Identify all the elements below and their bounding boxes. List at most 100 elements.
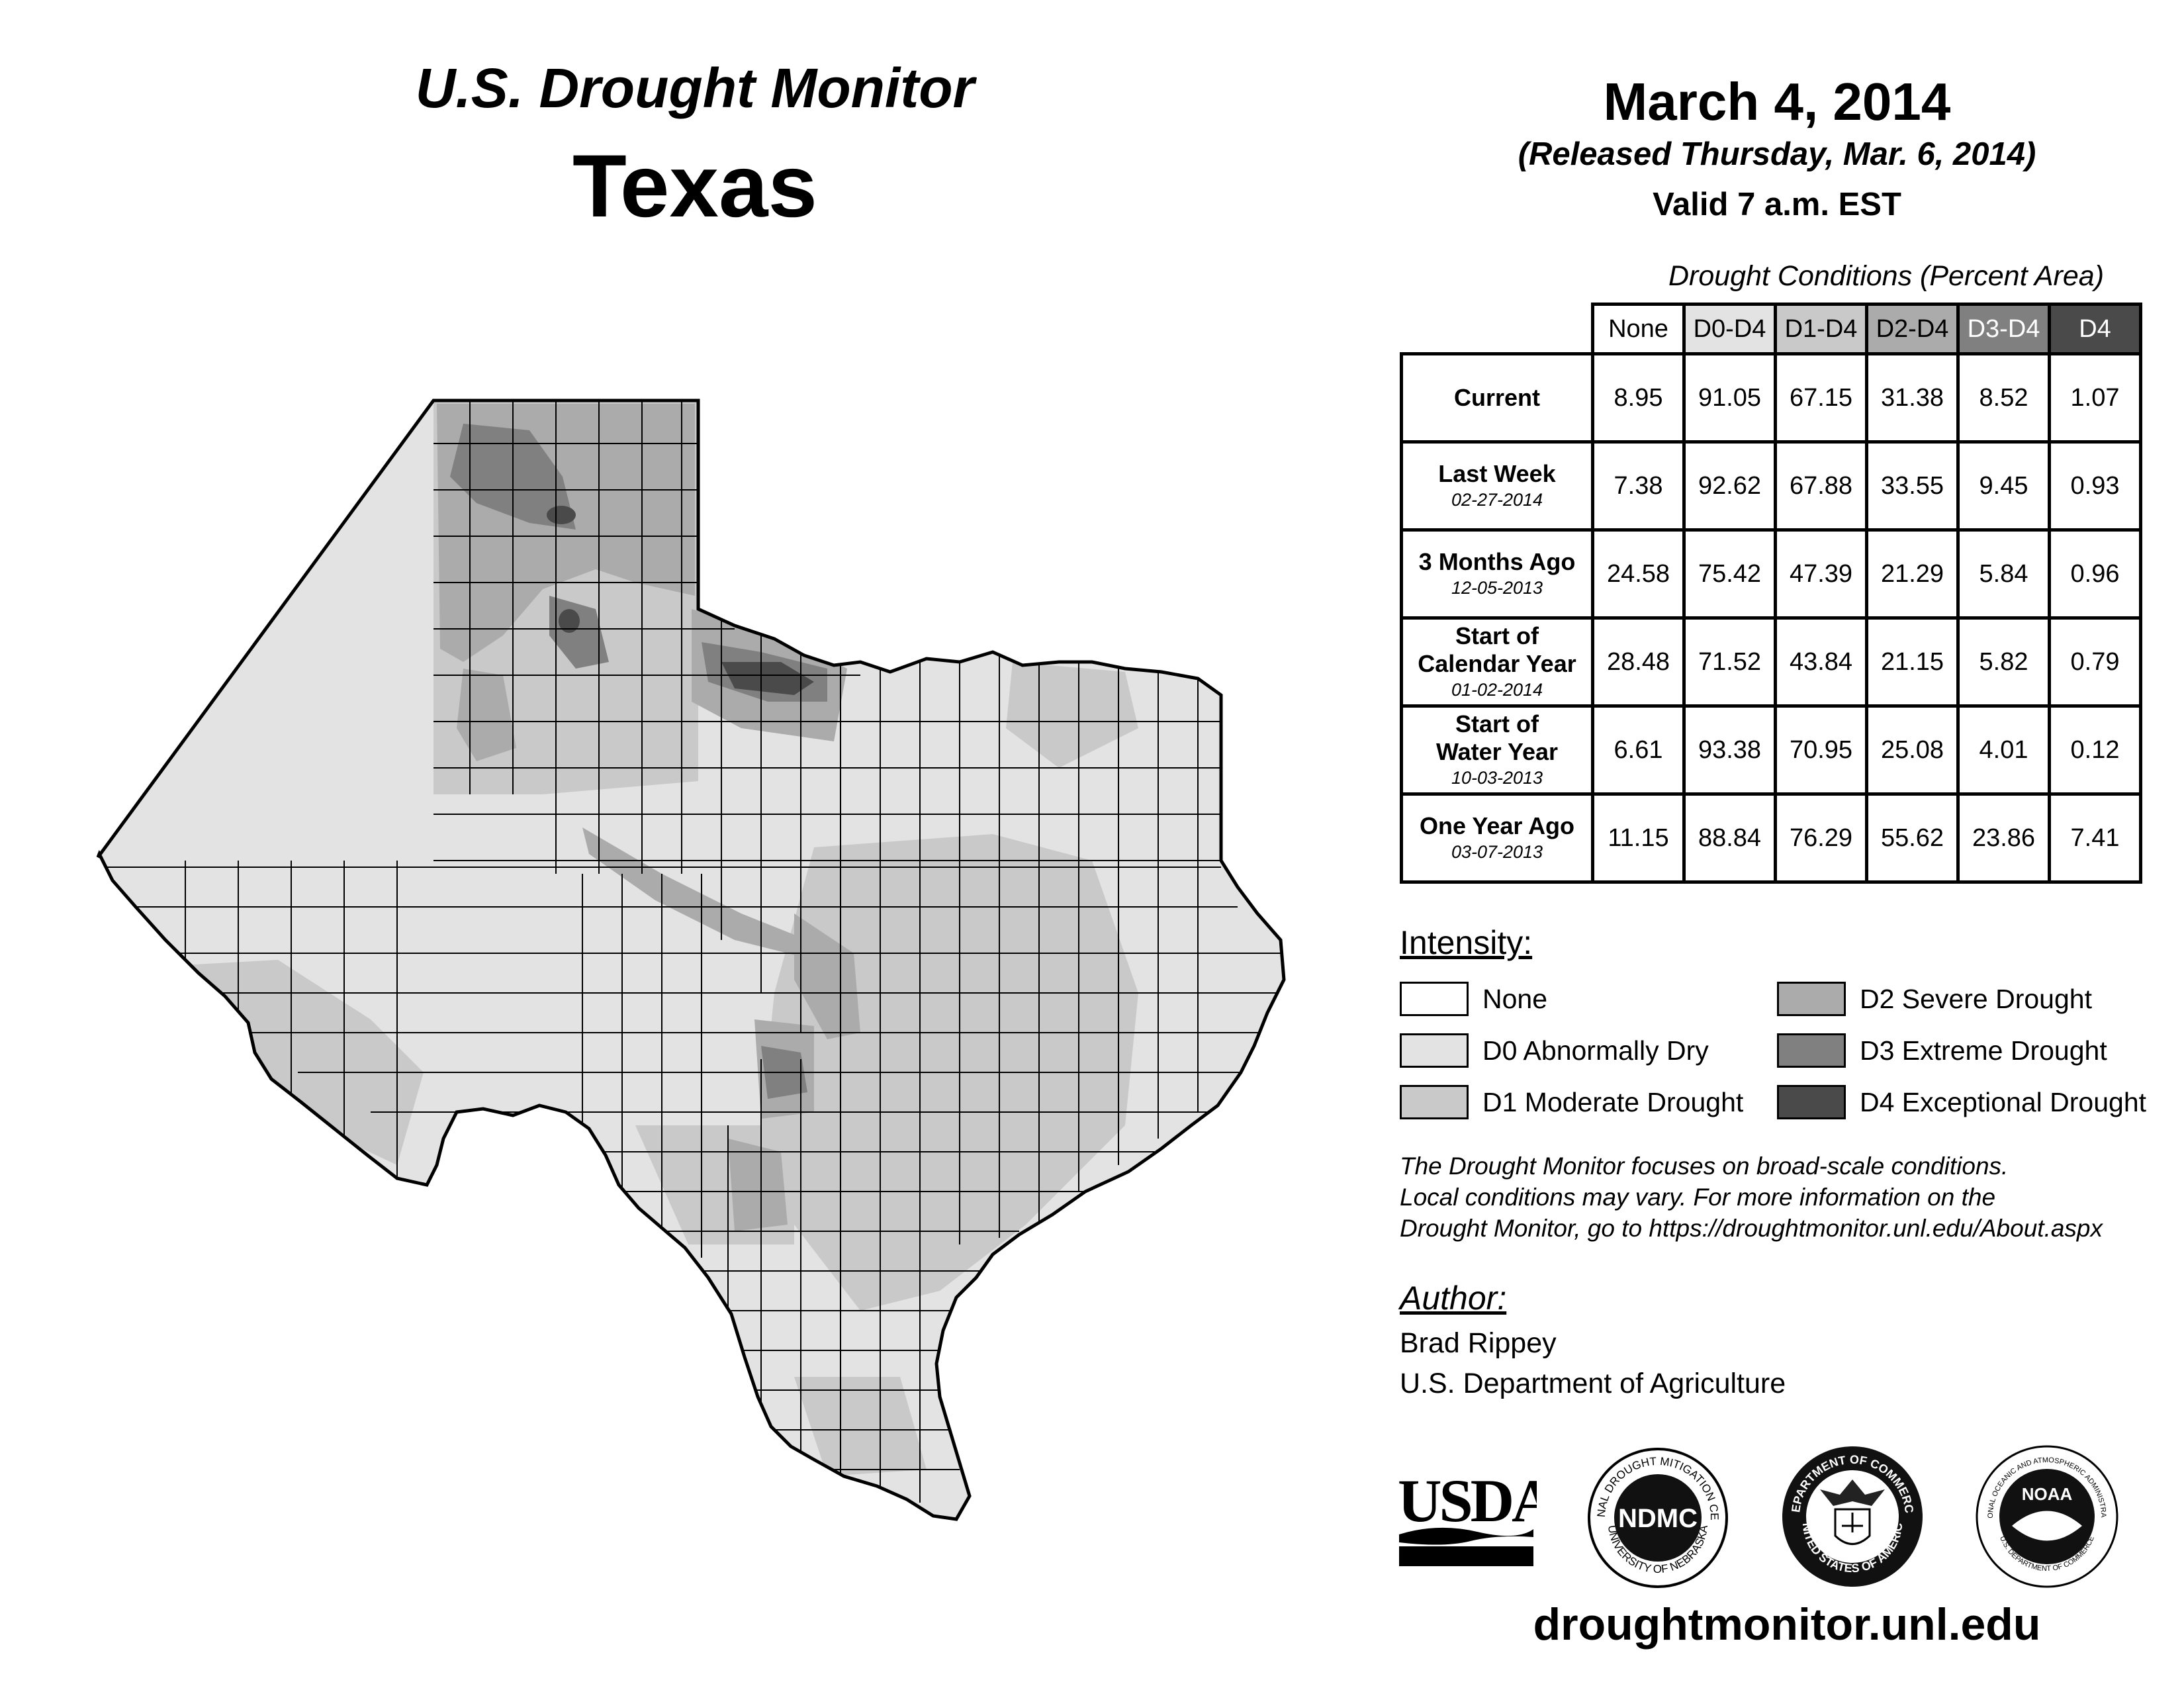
col-header-d3-d4: D3-D4 <box>1956 303 2051 355</box>
table-caption: Drought Conditions (Percent Area) <box>1668 260 2105 292</box>
row-label-date: 02-27-2014 <box>1451 490 1543 510</box>
table-corner <box>1401 304 1593 355</box>
col-header-d1-d4: D1-D4 <box>1774 303 1868 355</box>
commerce-seal-logo: DEPARTMENT OF COMMERCE UNITED STATES OF … <box>1779 1443 1923 1587</box>
legend-swatch <box>1777 1085 1846 1119</box>
table-cell: 47.39 <box>1774 528 1868 620</box>
row-label-text: 3 Months Ago <box>1418 548 1576 575</box>
eagle-icon <box>1820 1479 1885 1506</box>
table-cell: 9.45 <box>1956 440 2051 532</box>
d4-red-river-spot <box>721 662 814 695</box>
col-header-d2-d4: D2-D4 <box>1865 303 1960 355</box>
usda-logo-stripe <box>1399 1527 1533 1545</box>
table-cell: 67.15 <box>1774 352 1868 444</box>
texas-drought-map <box>96 399 1286 1521</box>
table-cell: 24.58 <box>1591 528 1686 620</box>
author-heading: Author: <box>1400 1280 1507 1317</box>
d2-south-central-area <box>728 1139 788 1231</box>
d2-south-plains-area <box>457 669 516 761</box>
table-cell: 1.07 <box>2048 352 2142 444</box>
table-cell: 55.62 <box>1865 792 1960 884</box>
ndmc-logo: NATIONAL DROUGHT MITIGATION CENTER UNIVE… <box>1585 1445 1728 1588</box>
legend-label: D0 Abnormally Dry <box>1482 1035 1709 1066</box>
row-label-text: Start of <box>1455 622 1539 649</box>
table-cell: 70.95 <box>1774 704 1868 796</box>
row-label-date: 10-03-2013 <box>1451 768 1543 788</box>
author-organization: U.S. Department of Agriculture <box>1400 1368 1786 1399</box>
table-cell: 93.38 <box>1682 704 1777 796</box>
table-cell: 11.15 <box>1591 792 1686 884</box>
legend-swatch <box>1400 1085 1469 1119</box>
row-label-date: 03-07-2013 <box>1451 842 1543 862</box>
d1-south-area <box>794 1377 927 1476</box>
table-cell: 76.29 <box>1774 792 1868 884</box>
col-header-d4: D4 <box>2048 303 2142 355</box>
row-label-text-2: Water Year <box>1435 738 1559 765</box>
drought-conditions-table: None D0-D4 D1-D4 D2-D4 D3-D4 D4 Current … <box>1400 303 2142 884</box>
noaa-logo: NATIONAL OCEANIC AND ATMOSPHERIC ADMINIS… <box>1974 1443 2118 1588</box>
row-label: Start of Water Year 10-03-2013 <box>1400 704 1594 796</box>
legend-swatch <box>1400 1033 1469 1068</box>
table-row-start-calendar-year: Start of Calendar Year 01-02-2014 28.48 71… <box>1400 616 2142 708</box>
table-row-one-year-ago: One Year Ago 03-07-2013 11.15 88.84 76.29… <box>1400 792 2142 884</box>
table-cell: 5.82 <box>1956 616 2051 708</box>
table-header-row: None D0-D4 D1-D4 D2-D4 D3-D4 D4 <box>1401 303 2142 355</box>
website-link[interactable]: droughtmonitor.unl.edu <box>1533 1599 2041 1650</box>
legend-label: D4 Exceptional Drought <box>1860 1087 2147 1117</box>
row-label: Current <box>1400 352 1594 444</box>
disclaimer-note: The Drought Monitor focuses on broad-sca… <box>1400 1152 2103 1242</box>
table-cell: 43.84 <box>1774 616 1868 708</box>
legend-swatch <box>1777 1033 1846 1068</box>
row-label-text-2: Calendar Year <box>1418 650 1576 677</box>
legend-label: None <box>1482 984 1548 1014</box>
table-cell: 88.84 <box>1682 792 1777 884</box>
map-date: March 4, 2014 <box>1603 72 1951 131</box>
legend-label: D2 Severe Drought <box>1860 984 2092 1014</box>
row-label: 3 Months Ago 12-05-2013 <box>1400 528 1594 620</box>
table-cell: 67.88 <box>1774 440 1868 532</box>
valid-time: Valid 7 a.m. EST <box>1653 187 1901 222</box>
d2-central-band <box>794 914 860 1039</box>
table-row-current: Current 8.95 91.05 67.15 31.38 8.52 1.07 <box>1400 352 2142 444</box>
row-label-date: 12-05-2013 <box>1451 578 1543 598</box>
table-cell: 6.61 <box>1591 704 1686 796</box>
row-label: Last Week 02-27-2014 <box>1400 440 1594 532</box>
ndmc-logo-core <box>1614 1474 1702 1562</box>
table-cell: 21.29 <box>1865 528 1960 620</box>
d4-plains-spot <box>559 609 580 633</box>
row-label-date: 01-02-2014 <box>1451 680 1543 700</box>
table-cell: 8.52 <box>1956 352 2051 444</box>
table-cell: 8.95 <box>1591 352 1686 444</box>
row-label-text: Current <box>1453 384 1540 411</box>
texas-state-outline <box>96 399 1286 1521</box>
row-label-text: One Year Ago <box>1419 812 1575 839</box>
table-cell: 7.38 <box>1591 440 1686 532</box>
d2-west-central-band <box>582 827 814 960</box>
table-cell: 0.12 <box>2048 704 2142 796</box>
table-cell: 31.38 <box>1865 352 1960 444</box>
table-cell: 0.96 <box>2048 528 2142 620</box>
table-cell: 0.93 <box>2048 440 2142 532</box>
legend-swatch <box>1400 982 1469 1016</box>
table-cell: 5.84 <box>1956 528 2051 620</box>
row-label-text: Last Week <box>1438 460 1556 487</box>
usda-logo: USDA <box>1398 1468 1537 1566</box>
table-cell: 21.15 <box>1865 616 1960 708</box>
county-boundaries <box>99 400 1281 1503</box>
noaa-bird-icon <box>2012 1511 2082 1541</box>
row-label: Start of Calendar Year 01-02-2014 <box>1400 616 1594 708</box>
table-cell: 7.41 <box>2048 792 2142 884</box>
table-cell: 4.01 <box>1956 704 2051 796</box>
table-row-3-months-ago: 3 Months Ago 12-05-2013 24.58 75.42 47.39… <box>1400 528 2142 620</box>
table-cell: 71.52 <box>1682 616 1777 708</box>
legend-title: Intensity: <box>1400 924 1533 961</box>
row-label-text: Start of <box>1455 710 1539 737</box>
col-header-d0-d4: D0-D4 <box>1682 303 1777 355</box>
table-cell: 25.08 <box>1865 704 1960 796</box>
map-title: U.S. Drought Monitor <box>415 57 975 119</box>
d4-panhandle-spot <box>547 506 576 524</box>
usda-logo-field <box>1399 1546 1533 1566</box>
ship-icon <box>1842 1513 1863 1532</box>
table-cell: 28.48 <box>1591 616 1686 708</box>
table-cell: 92.62 <box>1682 440 1777 532</box>
